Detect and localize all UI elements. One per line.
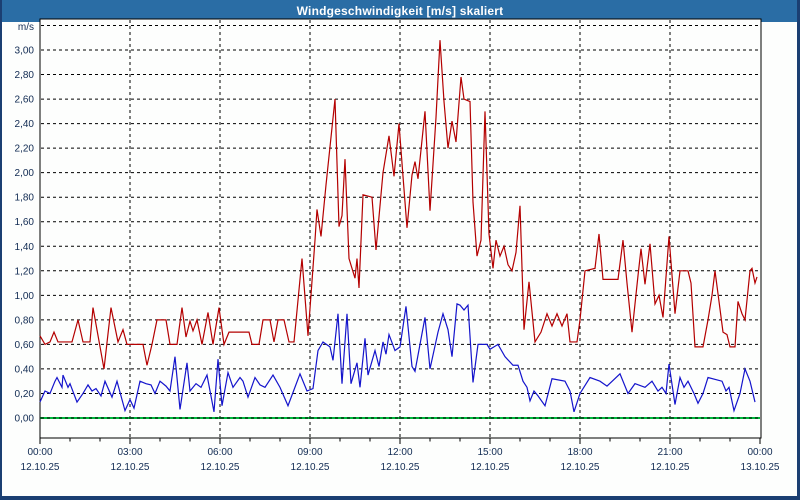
x-tick-date-label: 12.10.25 [381, 462, 420, 473]
y-tick-label: 1,00 [15, 291, 35, 302]
x-tick-date-label: 13.10.25 [741, 462, 780, 473]
y-axis-unit-label: m/s [18, 22, 34, 33]
y-tick-label: 1,60 [15, 217, 35, 228]
x-tick-time-label: 00:00 [747, 447, 772, 458]
x-tick-time-label: 21:00 [657, 447, 682, 458]
series-maxima-line [39, 40, 758, 370]
x-tick-date-label: 12.10.25 [471, 462, 510, 473]
x-tick-date-label: 12.10.25 [561, 462, 600, 473]
y-tick-label: 0,40 [15, 364, 35, 375]
y-tick-label: 0,00 [15, 414, 35, 425]
y-tick-label: 2,00 [15, 168, 35, 179]
y-tick-label: 1,80 [15, 193, 35, 204]
x-tick-date-label: 12.10.25 [291, 462, 330, 473]
x-tick-time-label: 09:00 [297, 447, 322, 458]
window-title: Windgeschwindigkeit [m/s] skaliert [2, 0, 797, 22]
x-tick-time-label: 12:00 [387, 447, 412, 458]
series-mittelwerte-line [39, 303, 756, 413]
x-tick-date-label: 12.10.25 [21, 462, 60, 473]
y-tick-label: 2,80 [15, 70, 35, 81]
y-tick-label: 0,80 [15, 315, 35, 326]
y-tick-label: 1,40 [15, 242, 35, 253]
y-tick-label: 0,20 [15, 389, 35, 400]
x-tick-time-label: 06:00 [207, 447, 232, 458]
y-tick-label: 2,40 [15, 119, 35, 130]
x-tick-time-label: 03:00 [117, 447, 142, 458]
x-tick-date-label: 12.10.25 [201, 462, 240, 473]
y-tick-label: 0,60 [15, 340, 35, 351]
x-tick-time-label: 00:00 [27, 447, 52, 458]
x-tick-time-label: 15:00 [477, 447, 502, 458]
x-tick-time-label: 18:00 [567, 447, 592, 458]
y-tick-label: 2,60 [15, 95, 35, 106]
chart-canvas: 0,00 0,20 0,40 0,60 0,80 1,00 1,20 1,40 1,60 1,80… [15, 18, 780, 473]
x-tick-date-label: 12.10.25 [111, 462, 150, 473]
x-tick-date-label: 12.10.25 [651, 462, 690, 473]
y-tick-label: 3,00 [15, 45, 35, 56]
y-tick-label: 2,20 [15, 144, 35, 155]
y-tick-label: 1,20 [15, 266, 35, 277]
